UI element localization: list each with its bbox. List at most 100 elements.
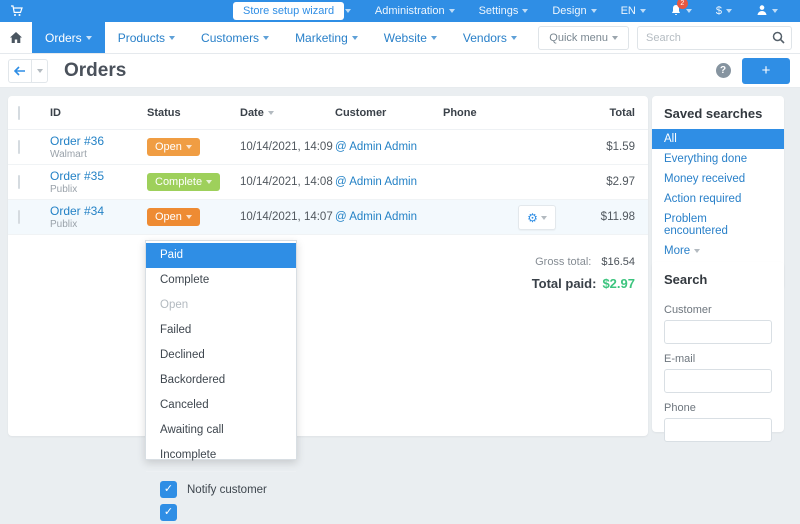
order-date: 10/14/2021, 14:07: [240, 211, 333, 223]
chevron-down-icon: [639, 9, 646, 13]
help-button[interactable]: ?: [712, 60, 734, 82]
page-title: Orders: [64, 59, 127, 81]
email-field-label: E-mail: [664, 353, 696, 365]
quick-menu-button[interactable]: Quick menu: [538, 25, 629, 50]
topbar-menu: Add-ons Administration Settings Design E…: [288, 0, 800, 19]
main-nav-bar: Orders Products Customers Marketing Webs…: [0, 22, 800, 54]
saved-search-more[interactable]: More: [652, 241, 784, 261]
column-date[interactable]: Date: [240, 107, 335, 119]
order-date: 10/14/2021, 14:08: [240, 176, 333, 188]
nav-tab-customers[interactable]: Customers: [188, 22, 282, 53]
notify-customer-option: ✓ Notify customer: [146, 478, 296, 501]
row-checkbox[interactable]: [18, 210, 20, 224]
chevron-down-icon: [36, 68, 43, 73]
order-date: 10/14/2021, 14:09: [240, 141, 333, 153]
gross-total-value: $16.54: [601, 256, 635, 268]
order-total: $2.97: [606, 176, 635, 188]
status-option-paid[interactable]: Paid: [146, 243, 296, 268]
chevron-down-icon: [448, 9, 455, 13]
table-row: Order #35 Publix Complete 10/14/2021, 14…: [8, 165, 648, 200]
customer-link[interactable]: @ Admin Admin: [335, 211, 417, 223]
order-link[interactable]: Order #34: [50, 204, 105, 218]
chevron-down-icon: [510, 35, 517, 40]
chevron-down-icon: [430, 35, 437, 40]
status-option-complete[interactable]: Complete: [160, 274, 210, 286]
customer-field-label: Customer: [664, 304, 712, 316]
status-badge[interactable]: Open: [147, 138, 200, 156]
chevron-down-icon: [185, 215, 192, 220]
gear-icon: ⚙: [527, 210, 538, 225]
status-badge[interactable]: Open: [147, 208, 200, 226]
customer-field[interactable]: [664, 320, 772, 344]
user-icon: [756, 4, 768, 19]
add-order-button[interactable]: +: [742, 57, 790, 84]
chevron-down-icon: [590, 9, 597, 13]
status-option-backordered[interactable]: Backordered: [160, 374, 226, 386]
order-link[interactable]: Order #35: [50, 169, 105, 183]
chevron-down-icon: [85, 35, 92, 40]
notification-badge: 2: [676, 0, 688, 9]
notify-customer-label: Notify customer: [187, 483, 267, 496]
customer-link[interactable]: @ Admin Admin: [335, 176, 417, 188]
currency-menu[interactable]: $: [704, 5, 744, 17]
chevron-down-icon: [351, 35, 358, 40]
menu-design[interactable]: Design: [540, 5, 608, 17]
saved-search-action-required[interactable]: Action required: [664, 193, 742, 205]
status-badge[interactable]: Complete: [147, 173, 221, 191]
chevron-down-icon: [772, 9, 778, 13]
totals-block: Gross total: $16.54 Total paid: $2.97: [532, 256, 635, 291]
chevron-down-icon: [685, 9, 692, 13]
status-option-declined[interactable]: Declined: [160, 349, 205, 361]
nav-tab-website[interactable]: Website: [371, 22, 450, 53]
row-checkbox[interactable]: [18, 140, 20, 154]
notify-customer-checkbox[interactable]: ✓: [160, 481, 177, 498]
phone-field[interactable]: [664, 418, 772, 442]
nav-tab-marketing[interactable]: Marketing: [282, 22, 371, 53]
saved-search-problem-encountered[interactable]: Problem encountered: [664, 213, 728, 237]
column-total: Total: [609, 106, 635, 119]
table-header: ID Status Date Customer Phone Total: [8, 96, 648, 130]
menu-language[interactable]: EN: [609, 5, 658, 17]
row-checkbox[interactable]: [18, 175, 20, 189]
store-setup-wizard-button[interactable]: Store setup wizard: [233, 2, 345, 20]
gross-total-label: Gross total:: [535, 256, 592, 268]
orders-panel: ID Status Date Customer Phone Total Orde…: [8, 96, 648, 521]
back-history-dropdown[interactable]: [32, 58, 48, 83]
saved-search-all[interactable]: All: [652, 129, 784, 149]
email-field[interactable]: [664, 369, 772, 393]
storefront-icon[interactable]: [10, 5, 23, 17]
top-admin-bar: Store setup wizard Add-ons Administratio…: [0, 0, 800, 22]
chevron-down-icon: [185, 145, 192, 150]
status-dropdown: Paid Complete Open Failed Declined Backo…: [145, 240, 297, 521]
row-actions-button[interactable]: ⚙: [518, 205, 556, 230]
select-all-checkbox[interactable]: [18, 105, 20, 120]
notifications-menu[interactable]: 2: [658, 0, 704, 19]
secondary-checkbox[interactable]: ✓: [160, 504, 177, 521]
column-customer: Customer: [335, 106, 387, 119]
status-option-incomplete[interactable]: Incomplete: [160, 449, 217, 461]
order-link[interactable]: Order #36: [50, 134, 105, 148]
account-menu[interactable]: [744, 4, 790, 19]
status-option-awaiting-call[interactable]: Awaiting call: [160, 424, 224, 436]
menu-settings[interactable]: Settings: [467, 5, 541, 17]
chevron-down-icon: [726, 9, 732, 13]
status-option-failed[interactable]: Failed: [160, 324, 192, 336]
column-status: Status: [147, 106, 181, 119]
search-icon[interactable]: [772, 31, 785, 47]
saved-search-money-received[interactable]: Money received: [664, 173, 746, 185]
search-input[interactable]: [637, 25, 792, 50]
nav-tab-products[interactable]: Products: [105, 22, 188, 53]
chevron-down-icon: [206, 180, 213, 185]
title-actions: ? +: [712, 57, 800, 84]
back-button[interactable]: [8, 58, 32, 83]
home-icon[interactable]: [0, 22, 32, 53]
saved-search-everything-done[interactable]: Everything done: [664, 153, 748, 165]
status-option-canceled[interactable]: Canceled: [160, 399, 209, 411]
customer-link[interactable]: @ Admin Admin: [335, 141, 417, 153]
secondary-notify-option: ✓: [146, 501, 296, 524]
chevron-down-icon: [540, 215, 547, 220]
menu-administration[interactable]: Administration: [363, 5, 467, 17]
nav-tab-orders[interactable]: Orders: [32, 22, 105, 53]
page-title-bar: Orders ? +: [0, 54, 800, 88]
nav-tab-vendors[interactable]: Vendors: [450, 22, 530, 53]
